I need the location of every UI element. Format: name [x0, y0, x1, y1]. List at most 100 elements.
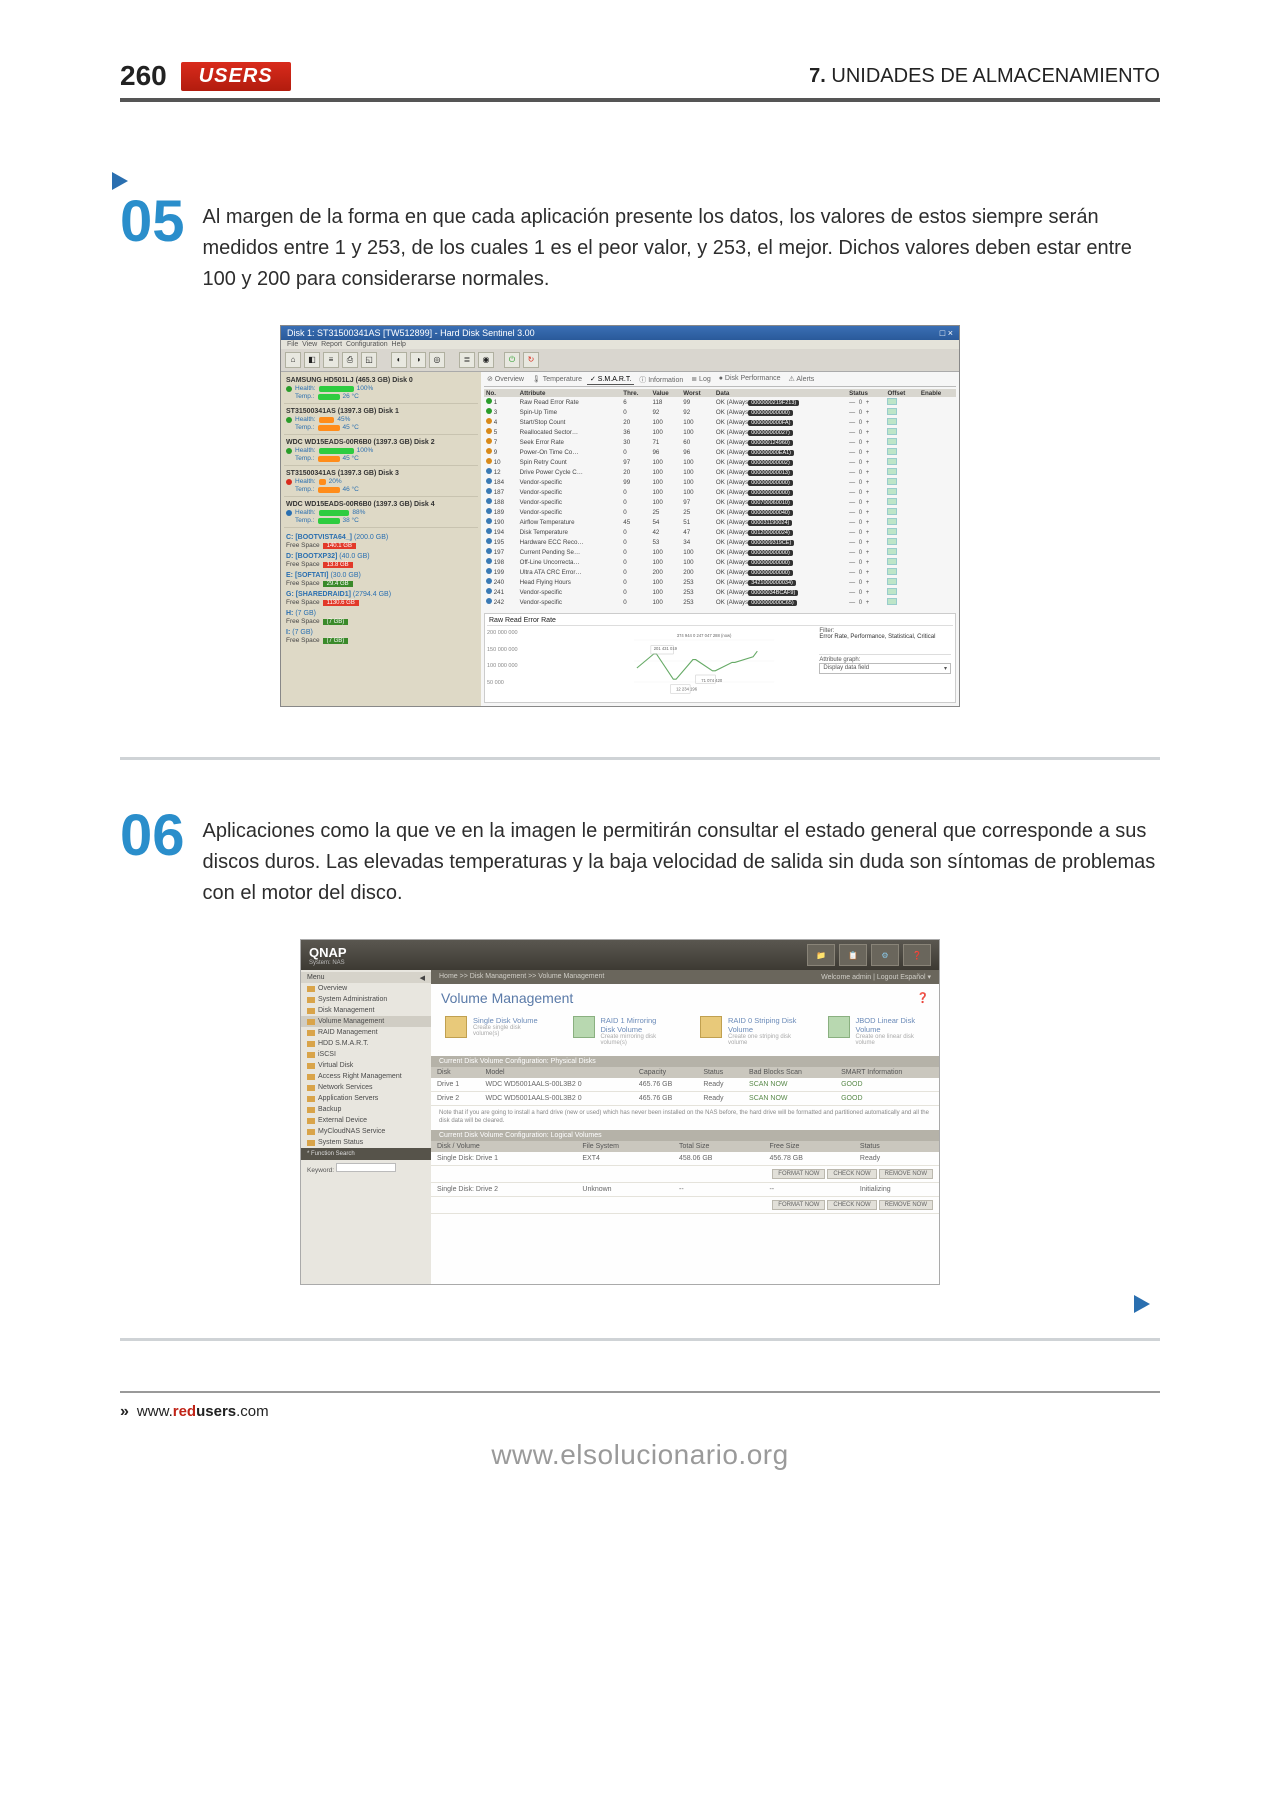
qnap-volume-option[interactable]: RAID 1 Mirroring Disk VolumeCreate mirro…: [573, 1016, 671, 1046]
smart-col-header[interactable]: Thre.: [621, 389, 650, 397]
qnap-action-button[interactable]: FORMAT NOW: [772, 1169, 825, 1179]
qnap-link[interactable]: SCAN NOW: [749, 1081, 788, 1088]
qnap-nav-item[interactable]: RAID Management: [301, 1027, 431, 1038]
smart-row[interactable]: 3 Spin-Up Time09292 OK (Always0000000000…: [484, 407, 956, 417]
top-icon[interactable]: ❓: [903, 944, 931, 966]
qnap-action-button[interactable]: CHECK NOW: [827, 1169, 876, 1179]
qnap-nav-item[interactable]: Disk Management: [301, 1005, 431, 1016]
qnap-nav-item[interactable]: System Status: [301, 1137, 431, 1148]
hds-tab[interactable]: 🌡 Temperature: [529, 375, 585, 385]
hds-disk-item[interactable]: SAMSUNG HD501LJ (465.3 GB) Disk 0 Health…: [284, 375, 478, 404]
qnap-nav-item[interactable]: MyCloudNAS Service: [301, 1126, 431, 1137]
qnap-action-button[interactable]: FORMAT NOW: [772, 1200, 825, 1210]
smart-row[interactable]: 4 Start/Stop Count20100100 OK (Always000…: [484, 417, 956, 427]
smart-col-header[interactable]: Enable: [919, 389, 956, 397]
hds-volume-item[interactable]: E: [SOFTATI] (30.0 GB) Free Space29.4 GB: [284, 570, 478, 589]
smart-row[interactable]: 9 Power-On Time Co…09696 OK (Always00000…: [484, 447, 956, 457]
smart-row[interactable]: 240 Head Flying Hours0100253 OK (Always3…: [484, 577, 956, 587]
qnap-nav-item[interactable]: iSCSI: [301, 1049, 431, 1060]
smart-row[interactable]: 187 Vendor-specific0100100 OK (Always000…: [484, 487, 956, 497]
toolbar-btn[interactable]: ◑: [410, 352, 426, 368]
qnap-nav-item[interactable]: Backup: [301, 1104, 431, 1115]
qnap-volume-option[interactable]: Single Disk VolumeCreate single disk vol…: [445, 1016, 543, 1046]
smart-row[interactable]: 7 Seek Error Rate307160 OK (Always000000…: [484, 437, 956, 447]
hds-tab[interactable]: ≣ Log: [688, 375, 714, 385]
top-icon[interactable]: ⚙: [871, 944, 899, 966]
smart-row[interactable]: 10 Spin Retry Count97100100 OK (Always00…: [484, 457, 956, 467]
qnap-link[interactable]: GOOD: [841, 1081, 862, 1088]
toolbar-btn[interactable]: ◐: [391, 352, 407, 368]
smart-col-header[interactable]: Worst: [681, 389, 714, 397]
smart-row[interactable]: 197 Current Pending Se…0100100 OK (Alway…: [484, 547, 956, 557]
hds-tabs[interactable]: ⊘ Overview🌡 Temperature✓ S.M.A.R.T.ⓘ Inf…: [484, 375, 956, 387]
toolbar-btn[interactable]: ≣: [459, 352, 475, 368]
hds-tab[interactable]: ⓘ Information: [636, 375, 686, 385]
qnap-nav-item[interactable]: Volume Management: [301, 1016, 431, 1027]
hds-volume-item[interactable]: C: [BOOTVISTA64_] (200.0 GB) Free Space1…: [284, 532, 478, 551]
qnap-action-button[interactable]: REMOVE NOW: [879, 1200, 933, 1210]
hds-volume-item[interactable]: D: [BOOTXP32] (40.0 GB) Free Space13.8 G…: [284, 551, 478, 570]
smart-row[interactable]: 12 Drive Power Cycle C…20100100 OK (Alwa…: [484, 467, 956, 477]
qnap-nav-item[interactable]: External Device: [301, 1115, 431, 1126]
smart-col-header[interactable]: Data: [714, 389, 847, 397]
smart-row[interactable]: 189 Vendor-specific02525 OK (Always00000…: [484, 507, 956, 517]
hds-disk-item[interactable]: WDC WD15EADS-00R6B0 (1397.3 GB) Disk 2 H…: [284, 437, 478, 466]
smart-col-header[interactable]: Value: [650, 389, 681, 397]
hds-volume-item[interactable]: G: [SHAREDRAID1] (2794.4 GB) Free Space1…: [284, 589, 478, 608]
qnap-link[interactable]: GOOD: [841, 1095, 862, 1102]
toolbar-btn[interactable]: ◉: [478, 352, 494, 368]
qnap-nav-item[interactable]: Virtual Disk: [301, 1060, 431, 1071]
toolbar-btn[interactable]: ◧: [304, 352, 320, 368]
smart-row[interactable]: 190 Airflow Temperature455451 OK (Always…: [484, 517, 956, 527]
hds-tab[interactable]: ⊘ Overview: [484, 375, 527, 385]
breadcrumb-path[interactable]: Home >> Disk Management >> Volume Manage…: [439, 973, 604, 981]
smart-row[interactable]: 5 Reallocated Sector…36100100 OK (Always…: [484, 427, 956, 437]
qnap-nav-item[interactable]: Access Right Management: [301, 1071, 431, 1082]
hds-volume-item[interactable]: H: (7 GB) Free Space(7 GB): [284, 608, 478, 627]
hds-menubar[interactable]: File View Report Configuration Help: [281, 340, 959, 349]
window-controls[interactable]: □ ×: [940, 328, 953, 338]
smart-row[interactable]: 1 Raw Read Error Rate611899 OK (Always00…: [484, 397, 956, 407]
qnap-nav-item[interactable]: Application Servers: [301, 1093, 431, 1104]
toolbar-btn[interactable]: ≡: [323, 352, 339, 368]
hds-graph-tab[interactable]: Raw Read Error Rate: [487, 616, 953, 626]
qnap-volume-option[interactable]: JBOD Linear Disk VolumeCreate one linear…: [828, 1016, 926, 1046]
hds-tab[interactable]: ✓ S.M.A.R.T.: [587, 375, 634, 385]
hds-disk-item[interactable]: WDC WD15EADS-00R6B0 (1397.3 GB) Disk 4 H…: [284, 499, 478, 528]
smart-row[interactable]: 195 Hardware ECC Reco…05334 OK (Always00…: [484, 537, 956, 547]
toolbar-btn[interactable]: ⎙: [342, 352, 358, 368]
toolbar-btn[interactable]: ↻: [523, 352, 539, 368]
smart-row[interactable]: 198 Off-Line Uncorrecta…0100100 OK (Alwa…: [484, 557, 956, 567]
toolbar-btn[interactable]: ◎: [429, 352, 445, 368]
help-icon[interactable]: ❓: [917, 993, 929, 1004]
smart-row[interactable]: 241 Vendor-specific0100253 OK (Always000…: [484, 587, 956, 597]
hds-tab[interactable]: ⚠ Alerts: [786, 375, 818, 385]
hds-disk-item[interactable]: ST31500341AS (1397.3 GB) Disk 1 Health:4…: [284, 406, 478, 435]
smart-row[interactable]: 199 Ultra ATA CRC Error…0200200 OK (Alwa…: [484, 567, 956, 577]
smart-col-header[interactable]: Attribute: [518, 389, 622, 397]
qnap-action-button[interactable]: REMOVE NOW: [879, 1169, 933, 1179]
keyword-input[interactable]: [336, 1163, 396, 1172]
smart-col-header[interactable]: Offset: [885, 389, 918, 397]
hds-disk-item[interactable]: ST31500341AS (1397.3 GB) Disk 3 Health:2…: [284, 468, 478, 497]
breadcrumb-right[interactable]: Welcome admin | Logout Español ▾: [821, 973, 931, 981]
qnap-link[interactable]: SCAN NOW: [749, 1095, 788, 1102]
qnap-nav-item[interactable]: System Administration: [301, 994, 431, 1005]
smart-row[interactable]: 188 Vendor-specific010097 OK (Always0007…: [484, 497, 956, 507]
top-icon[interactable]: 📋: [839, 944, 867, 966]
smart-row[interactable]: 184 Vendor-specific99100100 OK (Always00…: [484, 477, 956, 487]
hds-tab[interactable]: ● Disk Performance: [716, 375, 784, 385]
smart-col-header[interactable]: Status: [847, 389, 885, 397]
qnap-nav-item[interactable]: Overview: [301, 983, 431, 994]
toolbar-btn[interactable]: ⌂: [285, 352, 301, 368]
top-icon[interactable]: 📁: [807, 944, 835, 966]
smart-row[interactable]: 194 Disk Temperature04247 OK (Always0012…: [484, 527, 956, 537]
smart-row[interactable]: 242 Vendor-specific0100253 OK (Always000…: [484, 597, 956, 607]
smart-col-header[interactable]: No.: [484, 389, 518, 397]
qnap-action-button[interactable]: CHECK NOW: [827, 1200, 876, 1210]
toolbar-btn[interactable]: ◱: [361, 352, 377, 368]
attr-graph-select[interactable]: Display data field▾: [819, 663, 951, 674]
toolbar-btn[interactable]: ⏻: [504, 352, 520, 368]
qnap-volume-option[interactable]: RAID 0 Striping Disk VolumeCreate one st…: [700, 1016, 798, 1046]
hds-volume-item[interactable]: I: (7 GB) Free Space(7 GB): [284, 627, 478, 646]
